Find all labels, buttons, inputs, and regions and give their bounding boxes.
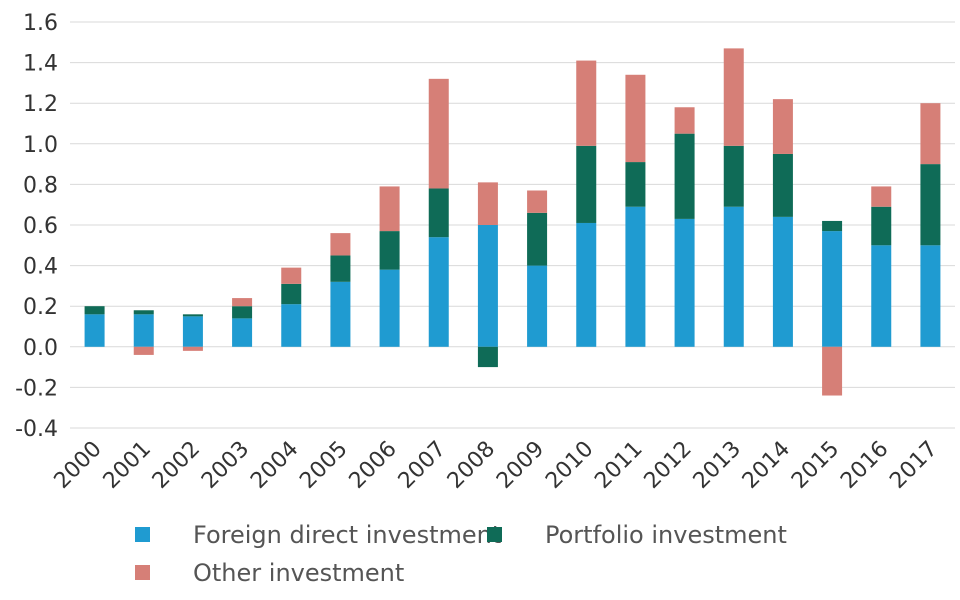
bar-portfolio-investment-2004: [281, 283, 302, 305]
bar-foreign-direct-investment-2003: [232, 318, 253, 347]
legend-swatch-other-investment: [135, 565, 150, 580]
x-tick-label: 2015: [787, 437, 844, 494]
bar-foreign-direct-investment-2001: [133, 314, 154, 347]
bar-foreign-direct-investment-2011: [625, 206, 646, 347]
bar-other-investment-2002: [182, 346, 203, 351]
legend-swatch-foreign-direct-investment: [135, 527, 150, 542]
legend-label-foreign-direct-investment: Foreign direct investment: [193, 521, 501, 549]
x-tick-label: 2013: [689, 437, 746, 494]
bar-portfolio-investment-2000: [84, 306, 105, 315]
y-tick-label: -0.2: [15, 376, 58, 401]
legend-label-other-investment: Other investment: [193, 559, 404, 587]
bar-portfolio-investment-2005: [330, 255, 351, 282]
y-tick-label: 0.6: [23, 214, 58, 239]
bar-foreign-direct-investment-2004: [281, 304, 302, 347]
x-tick-label: 2017: [885, 437, 942, 494]
x-tick-label: 2010: [541, 437, 598, 494]
bar-portfolio-investment-2006: [379, 231, 400, 270]
bar-other-investment-2006: [379, 186, 400, 232]
bar-portfolio-investment-2008: [477, 346, 498, 368]
bars: [84, 48, 941, 396]
bar-other-investment-2007: [428, 78, 449, 189]
bar-foreign-direct-investment-2008: [477, 225, 498, 347]
bar-portfolio-investment-2015: [822, 220, 843, 232]
bar-foreign-direct-investment-2007: [428, 237, 449, 347]
y-tick-label: 0.0: [23, 336, 58, 361]
bar-other-investment-2017: [920, 103, 941, 165]
bar-other-investment-2013: [723, 48, 744, 146]
bar-foreign-direct-investment-2012: [674, 218, 695, 347]
bar-portfolio-investment-2007: [428, 188, 449, 238]
bar-foreign-direct-investment-2005: [330, 281, 351, 347]
bar-portfolio-investment-2016: [871, 206, 892, 246]
x-tick-label: 2008: [443, 437, 500, 494]
bar-portfolio-investment-2011: [625, 162, 646, 207]
bar-foreign-direct-investment-2015: [822, 231, 843, 347]
y-tick-label: 1.4: [23, 52, 58, 77]
y-tick-label: 1.6: [23, 11, 58, 36]
x-tick-label: 2006: [345, 437, 402, 494]
bar-other-investment-2016: [871, 186, 892, 207]
x-tick-label: 2003: [197, 437, 254, 494]
gridlines: [70, 21, 955, 429]
bar-foreign-direct-investment-2009: [527, 265, 548, 347]
bar-foreign-direct-investment-2010: [576, 222, 597, 347]
bar-foreign-direct-investment-2016: [871, 245, 892, 347]
x-tick-label: 2011: [590, 437, 647, 494]
bar-portfolio-investment-2009: [527, 212, 548, 266]
x-tick-label: 2002: [148, 437, 205, 494]
bar-portfolio-investment-2002: [182, 314, 203, 317]
y-tick-label: 0.2: [23, 295, 58, 320]
y-tick-label: 0.4: [23, 255, 58, 280]
bar-other-investment-2003: [232, 298, 253, 307]
x-tick-label: 2004: [246, 437, 303, 494]
x-tick-label: 2005: [295, 437, 352, 494]
x-tick-label: 2009: [492, 437, 549, 494]
bar-foreign-direct-investment-2013: [723, 206, 744, 347]
bar-foreign-direct-investment-2017: [920, 245, 941, 347]
bar-portfolio-investment-2001: [133, 310, 154, 315]
x-axis: 2000200120022003200420052006200720082009…: [50, 437, 943, 494]
x-tick-label: 2001: [99, 437, 156, 494]
bar-portfolio-investment-2013: [723, 145, 744, 207]
bar-other-investment-2008: [477, 182, 498, 225]
x-tick-label: 2014: [738, 437, 795, 494]
bar-other-investment-2010: [576, 60, 597, 146]
bar-other-investment-2001: [133, 346, 154, 355]
bar-foreign-direct-investment-2000: [84, 314, 105, 347]
bar-other-investment-2011: [625, 74, 646, 163]
bar-other-investment-2004: [281, 267, 302, 284]
legend: Foreign direct investment Portfolio inves…: [135, 521, 787, 587]
y-tick-label: 1.2: [23, 92, 58, 117]
x-tick-label: 2007: [394, 437, 451, 494]
bar-other-investment-2009: [527, 190, 548, 213]
legend-label-portfolio-investment: Portfolio investment: [545, 521, 787, 549]
x-tick-label: 2000: [50, 437, 107, 494]
bar-portfolio-investment-2010: [576, 145, 597, 223]
bar-other-investment-2015: [822, 346, 843, 396]
bar-other-investment-2005: [330, 233, 351, 256]
bar-foreign-direct-investment-2014: [772, 216, 793, 347]
y-tick-label: 0.8: [23, 173, 58, 198]
y-axis: -0.4 -0.2 0.0 0.2 0.4 0.6 0.8 1.0 1.2 1.4 1.6: [15, 11, 58, 442]
bar-portfolio-investment-2014: [772, 153, 793, 217]
bar-foreign-direct-investment-2006: [379, 269, 400, 347]
y-tick-label: -0.4: [15, 417, 58, 442]
bar-portfolio-investment-2017: [920, 164, 941, 246]
legend-swatch-portfolio-investment: [487, 527, 502, 542]
x-tick-label: 2016: [836, 437, 893, 494]
x-tick-label: 2012: [640, 437, 697, 494]
bar-other-investment-2014: [772, 99, 793, 154]
bar-portfolio-investment-2012: [674, 133, 695, 219]
bar-portfolio-investment-2003: [232, 306, 253, 319]
y-tick-label: 1.0: [23, 133, 58, 158]
bar-other-investment-2012: [674, 107, 695, 134]
bar-foreign-direct-investment-2002: [182, 316, 203, 347]
